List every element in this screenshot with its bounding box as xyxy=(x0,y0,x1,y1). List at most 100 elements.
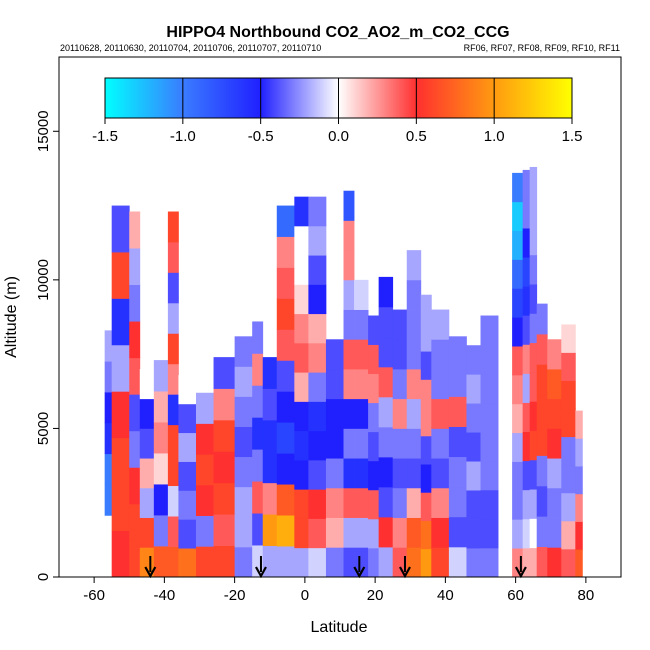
heatmap-cell-19-7 xyxy=(378,336,394,368)
heatmap-cell-8-2 xyxy=(213,482,236,515)
heatmap-cell-13-7 xyxy=(294,342,309,373)
heatmap-cell-13-11 xyxy=(294,225,309,256)
heatmap-cell-16-1 xyxy=(343,517,355,548)
heatmap-cell-0-2 xyxy=(104,484,113,516)
heatmap-cell-23-8 xyxy=(431,309,450,340)
heatmap-cell-26-7 xyxy=(480,344,499,375)
heatmap-cell-16-7 xyxy=(343,339,355,370)
heatmap-cell-24-2 xyxy=(448,486,467,518)
heatmap-cell-6-2 xyxy=(178,490,197,520)
heatmap-cell-21-1 xyxy=(406,517,422,548)
heatmap-cell-4-1 xyxy=(153,515,169,547)
heatmap-cell-12-8 xyxy=(276,298,295,330)
heatmap-cell-26-5 xyxy=(480,402,499,433)
heatmap-cell-28-7 xyxy=(522,344,531,374)
heatmap-cell-13-5 xyxy=(294,401,309,432)
heatmap-cell-16-0 xyxy=(343,547,355,578)
heatmap-cell-28-9 xyxy=(522,286,531,316)
heatmap-cell-14-7 xyxy=(308,342,327,373)
heatmap-cell-7-5 xyxy=(195,392,214,424)
heatmap-cell-0-0 xyxy=(104,546,113,578)
heatmap-cell-27-6 xyxy=(512,374,524,405)
heatmap-cell-0-1 xyxy=(104,515,113,547)
heatmap-cell-2-4 xyxy=(129,394,141,432)
heatmap-cell-30-6 xyxy=(536,364,548,396)
heatmap-cell-19-5 xyxy=(378,396,394,428)
heatmap-cell-5-0 xyxy=(167,546,179,578)
heatmap-cell-23-5 xyxy=(431,398,450,429)
heatmap-cell-5-10 xyxy=(167,241,179,273)
heatmap-cell-30-7 xyxy=(536,334,548,365)
heatmap-cell-10-6 xyxy=(252,353,264,386)
heatmap-cell-29-12 xyxy=(529,196,538,226)
heatmap-cell-16-11 xyxy=(343,220,355,251)
colorbar-tick-label: 0.5 xyxy=(406,128,427,145)
heatmap-cell-27-11 xyxy=(512,230,524,260)
heatmap-cell-14-6 xyxy=(308,372,327,402)
heatmap-cell-17-3 xyxy=(354,458,369,489)
heatmap-cell-7-4 xyxy=(195,423,214,455)
heatmap-cell-6-1 xyxy=(178,519,197,549)
heatmap-cell-8-6 xyxy=(213,357,236,389)
heatmap-cell-1-7 xyxy=(111,205,130,253)
heatmap-cell-30-4 xyxy=(536,425,548,456)
heatmap-cell-5-11 xyxy=(167,211,179,243)
heatmap-cell-33-5 xyxy=(575,410,583,439)
heatmap-cell-15-2 xyxy=(325,487,344,518)
heatmap-cell-25-1 xyxy=(466,519,481,549)
colorbar-tick-label: 0.0 xyxy=(328,128,349,145)
heatmap-cell-21-4 xyxy=(406,428,422,459)
heatmap-cell-16-6 xyxy=(343,369,355,400)
heatmap-cell-10-7 xyxy=(252,321,264,354)
heatmap-cell-31-6 xyxy=(547,369,562,400)
heatmap-cell-16-4 xyxy=(343,428,355,459)
heatmap-cell-27-0 xyxy=(512,548,524,578)
heatmap-cell-28-11 xyxy=(522,228,531,258)
heatmap-cell-5-9 xyxy=(167,272,179,304)
heatmap-cell-15-1 xyxy=(325,517,344,548)
heatmap-cell-10-1 xyxy=(252,513,264,546)
heatmap-cell-14-12 xyxy=(308,196,327,227)
heatmap-cell-27-12 xyxy=(512,201,524,232)
heatmap-cell-23-3 xyxy=(431,458,450,489)
heatmap-cell-12-6 xyxy=(276,360,295,392)
heatmap-cell-32-2 xyxy=(561,492,576,522)
y-axis: 0 5000 10000 15000 xyxy=(35,110,59,581)
heatmap-cell-25-5 xyxy=(466,403,481,433)
y-tick-label: 10000 xyxy=(35,259,52,301)
heatmap-cell-22-2 xyxy=(420,492,432,521)
heatmap-cell-20-4 xyxy=(392,428,408,459)
heatmap-cell-22-6 xyxy=(420,379,432,409)
flight-marker-arrow xyxy=(144,556,157,579)
heatmap-cell-3-4 xyxy=(139,428,155,459)
heatmap-cell-4-4 xyxy=(153,422,169,454)
heatmap-cell-18-8 xyxy=(368,315,380,345)
heatmap-cell-14-4 xyxy=(308,430,327,461)
heatmap-cell-21-0 xyxy=(406,547,422,578)
heatmap-cell-16-12 xyxy=(343,190,355,221)
heatmap-cell-28-3 xyxy=(522,460,531,491)
heatmap-cell-2-2 xyxy=(129,467,141,505)
chart-title: HIPPO4 Northbound CO2_AO2_m_CO2_CCG xyxy=(166,24,509,41)
heatmap-cell-6-0 xyxy=(178,548,197,578)
heatmap-cell-16-5 xyxy=(343,398,355,429)
heatmap-cell-14-5 xyxy=(308,401,327,432)
heatmap-cell-28-1 xyxy=(522,518,531,549)
heatmap-cell-28-10 xyxy=(522,257,531,287)
heatmap-cell-5-6 xyxy=(167,363,179,395)
heatmap-cell-18-6 xyxy=(368,373,380,404)
heatmap-cell-33-0 xyxy=(575,549,583,578)
heatmap-cell-2-1 xyxy=(129,503,141,541)
heatmap-cell-26-8 xyxy=(480,315,499,345)
heatmap-cell-18-5 xyxy=(368,402,380,433)
heatmap-cell-0-3 xyxy=(104,453,113,485)
heatmap-cell-25-3 xyxy=(466,461,481,491)
heatmap-cell-23-2 xyxy=(431,487,450,518)
heatmap-cell-13-6 xyxy=(294,372,309,402)
heatmap-cell-17-4 xyxy=(354,428,369,459)
heatmap-cell-4-3 xyxy=(153,453,169,485)
heatmap-cell-21-2 xyxy=(406,487,422,518)
heatmap-cell-7-2 xyxy=(195,484,214,516)
x-tick-label: -40 xyxy=(154,587,176,604)
